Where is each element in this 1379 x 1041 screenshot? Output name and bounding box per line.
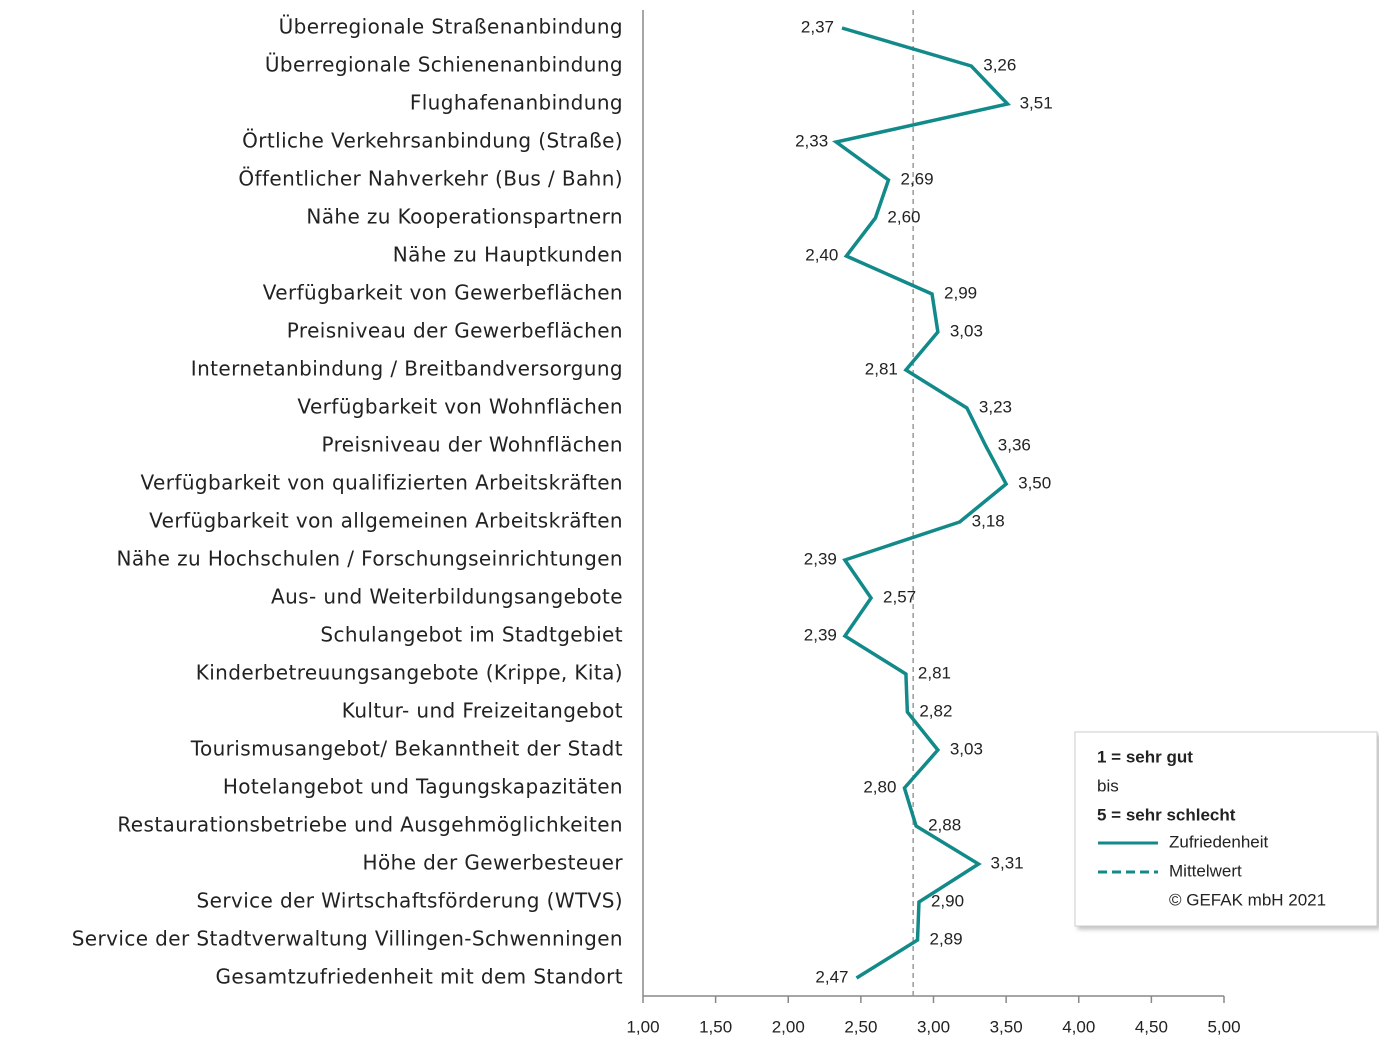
category-label: Restaurationsbetriebe und Ausgehmöglichk…: [117, 813, 623, 837]
value-label: 2,90: [931, 891, 964, 910]
legend-note: 1 = sehr gut: [1097, 747, 1193, 766]
category-label: Kultur- und Freizeitangebot: [342, 699, 623, 723]
category-label: Hotelangebot und Tagungskapazitäten: [223, 775, 623, 799]
value-label: 3,18: [972, 511, 1005, 530]
category-label: Flughafenanbindung: [410, 91, 623, 115]
value-label: 3,51: [1020, 93, 1053, 112]
category-label: Kinderbetreuungsangebote (Krippe, Kita): [196, 661, 623, 685]
value-label: 3,03: [950, 321, 983, 340]
category-label: Nähe zu Kooperationspartnern: [306, 205, 623, 229]
value-label: 3,26: [983, 55, 1016, 74]
value-label: 2,99: [944, 283, 977, 302]
value-label: 2,40: [805, 245, 838, 264]
value-label: 2,81: [918, 663, 951, 682]
x-tick-label: 4,50: [1135, 1017, 1168, 1036]
category-label: Überregionale Straßenanbindung: [279, 15, 623, 39]
x-tick-label: 2,50: [844, 1017, 877, 1036]
category-label: Tourismusangebot/ Bekanntheit der Stadt: [190, 737, 623, 761]
value-label: 2,60: [887, 207, 920, 226]
value-label: 2,89: [930, 929, 963, 948]
legend-label: Zufriedenheit: [1169, 832, 1269, 851]
category-label: Service der Stadtverwaltung Villingen-Sc…: [72, 927, 623, 951]
x-tick-label: 1,00: [626, 1017, 659, 1036]
category-label: Schulangebot im Stadtgebiet: [320, 623, 623, 647]
copyright: © GEFAK mbH 2021: [1169, 890, 1326, 909]
category-label: Öffentlicher Nahverkehr (Bus / Bahn): [238, 167, 623, 191]
value-label: 2,57: [883, 587, 916, 606]
legend-note: bis: [1097, 776, 1119, 795]
value-label: 2,81: [865, 359, 898, 378]
category-label: Preisniveau der Gewerbeflächen: [287, 319, 623, 343]
category-label: Internetanbindung / Breitbandversorgung: [191, 357, 623, 381]
value-label: 3,36: [998, 435, 1031, 454]
category-label: Nähe zu Hochschulen / Forschungseinricht…: [117, 547, 623, 571]
x-tick-label: 4,00: [1062, 1017, 1095, 1036]
value-label: 3,31: [991, 853, 1024, 872]
value-label: 2,80: [863, 777, 896, 796]
value-label: 3,50: [1018, 473, 1051, 492]
value-label: 2,69: [900, 169, 933, 188]
value-label: 3,23: [979, 397, 1012, 416]
category-label: Nähe zu Hauptkunden: [393, 243, 623, 267]
x-tick-label: 3,50: [990, 1017, 1023, 1036]
category-label: Verfügbarkeit von allgemeinen Arbeitskrä…: [149, 509, 623, 533]
value-label: 2,47: [815, 967, 848, 986]
value-label: 2,33: [795, 131, 828, 150]
category-label: Preisniveau der Wohnflächen: [321, 433, 623, 457]
x-tick-label: 2,00: [772, 1017, 805, 1036]
category-label: Aus- und Weiterbildungsangebote: [271, 585, 623, 609]
category-label: Verfügbarkeit von Gewerbeflächen: [263, 281, 623, 305]
legend-label: Mittelwert: [1169, 861, 1242, 880]
category-label: Überregionale Schienenanbindung: [265, 53, 623, 77]
category-label: Örtliche Verkehrsanbindung (Straße): [242, 129, 623, 153]
legend-box: [1074, 731, 1378, 927]
legend-note: 5 = sehr schlecht: [1097, 805, 1236, 824]
value-label: 2,82: [919, 701, 952, 720]
category-label: Höhe der Gewerbesteuer: [363, 851, 624, 875]
x-tick-label: 1,50: [699, 1017, 732, 1036]
category-label: Service der Wirtschaftsförderung (WTVS): [197, 889, 623, 913]
series-line: [832, 26, 1011, 980]
value-label: 2,88: [928, 815, 961, 834]
category-label: Verfügbarkeit von qualifizierten Arbeits…: [141, 471, 623, 495]
category-label: Verfügbarkeit von Wohnflächen: [297, 395, 623, 419]
value-label: 3,03: [950, 739, 983, 758]
value-label: 2,37: [801, 17, 834, 36]
value-label: 2,39: [804, 549, 837, 568]
x-tick-label: 5,00: [1207, 1017, 1240, 1036]
value-label: 2,39: [804, 625, 837, 644]
x-tick-label: 3,00: [917, 1017, 950, 1036]
category-label: Gesamtzufriedenheit mit dem Standort: [216, 965, 623, 989]
